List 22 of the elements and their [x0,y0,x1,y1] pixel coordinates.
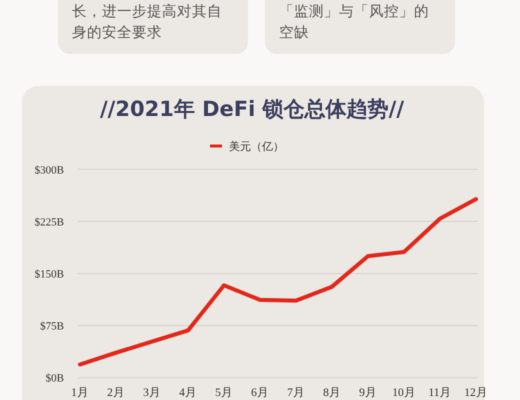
x-tick-label: 8月 [323,386,341,399]
x-tick-label: 12月 [464,386,488,399]
text: 「监测」与「风控」的空缺 [265,0,455,54]
x-tick-label: 6月 [251,386,269,399]
line-series [78,197,478,366]
x-tick-label: 7月 [287,386,305,399]
y-tick-label: $0B [46,372,64,385]
x-tick-label: 11月 [428,386,452,399]
y-tick-label: $150B [34,268,64,280]
x-tick-label: 1月 [71,386,89,399]
x-tick-label: 2月 [107,386,125,399]
text: 长，进一步提高对其自身的安全要求 [58,0,248,54]
y-tick-label: $225B [34,216,64,228]
x-tick-label: 3月 [143,386,161,399]
x-tick-label: 10月 [392,386,416,399]
y-tick-label: $300B [34,164,64,176]
legend-label: 美元（亿） [229,140,284,153]
y-tick-label: $75B [40,320,64,333]
x-tick-label: 5月 [215,386,233,399]
x-tick-label: 4月 [179,386,197,399]
chart-title: //2021年 DeFi 锁仓总体趋势// [100,97,404,121]
x-tick-label: 9月 [359,386,377,399]
